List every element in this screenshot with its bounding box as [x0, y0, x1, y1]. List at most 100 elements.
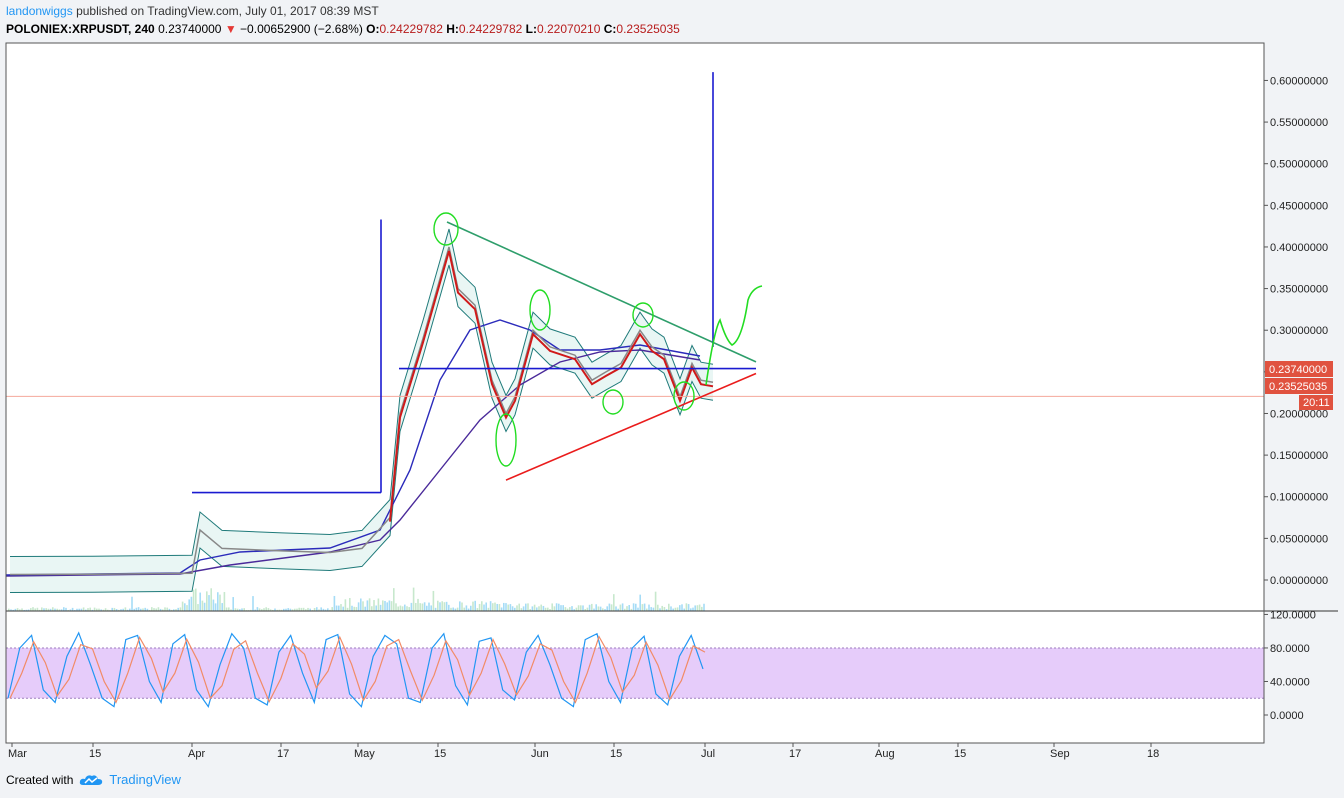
price-axis[interactable]: 0.60000000 0.55000000 0.50000000 0.45000000…	[1264, 75, 1328, 722]
volume-bar	[93, 607, 96, 611]
volume-bar	[569, 607, 571, 611]
circle-annotation[interactable]	[433, 212, 459, 246]
volume-bar	[199, 592, 201, 611]
volume-bar	[397, 606, 399, 611]
circle-annotation[interactable]	[602, 389, 624, 415]
volume-bar	[10, 609, 12, 611]
volume-bar	[87, 608, 89, 611]
volume-bar	[250, 609, 252, 611]
volume-bar	[549, 609, 551, 611]
volume-bar	[16, 608, 19, 611]
volume-bar	[166, 607, 168, 611]
oscillator-tick-label: 40.0000	[1270, 676, 1310, 688]
volume-bar	[239, 609, 241, 611]
volume-bar	[96, 608, 98, 611]
close-label: C:	[603, 22, 617, 36]
volume-bar	[421, 603, 424, 611]
volume-bar	[406, 606, 408, 611]
volume-bar	[674, 607, 677, 611]
volume-bar	[151, 607, 153, 611]
volume-bar	[137, 607, 140, 611]
projection-curve[interactable]	[705, 285, 763, 386]
volume-bar	[274, 608, 276, 611]
volume-bar	[38, 609, 41, 611]
volume-bar	[498, 604, 501, 611]
volume-bar	[192, 589, 195, 611]
price-marker-text: 0.23740000	[1269, 364, 1327, 376]
volume-bar	[107, 609, 109, 611]
volume-bar	[217, 592, 219, 611]
volume-bar	[201, 600, 204, 611]
volume-bar	[32, 607, 34, 611]
volume-bar	[388, 600, 391, 611]
volume-bar	[428, 602, 430, 611]
volume-bar	[256, 607, 259, 611]
volume-bar	[584, 609, 586, 611]
circle-annotation[interactable]	[673, 381, 695, 411]
price-marker	[1265, 361, 1333, 377]
volume-bar	[23, 609, 25, 611]
volume-bar	[551, 603, 553, 611]
price-tick-label: 0.40000000	[1270, 242, 1328, 254]
time-tick-label: 15	[89, 748, 101, 760]
volume-bar	[628, 605, 630, 611]
countdown-text: 20:11	[1303, 397, 1330, 409]
volume-bar	[450, 607, 452, 611]
volume-bar	[531, 606, 534, 611]
volume-bar	[357, 602, 360, 611]
open-label: O:	[366, 22, 380, 36]
volume-bar	[353, 606, 355, 611]
trend-line[interactable]	[505, 372, 757, 481]
volume-bar	[621, 603, 624, 611]
time-tick-label: Apr	[188, 748, 205, 760]
volume-bar	[364, 606, 366, 611]
volume-bar	[665, 609, 668, 611]
volume-bar	[349, 598, 351, 611]
volume-bar	[300, 607, 303, 611]
volume-bar	[43, 608, 45, 611]
volume-bar	[610, 604, 613, 611]
open-value: 0.24229782	[379, 22, 443, 36]
volume-bar	[617, 608, 619, 611]
volume-bar	[65, 607, 67, 611]
time-axis[interactable]: Mar 15 Apr 17 May 15 Jun 15 Jul 17 Aug 15 Sep 18	[8, 743, 1159, 760]
stoch-k-line	[7, 631, 704, 708]
volume-bar	[228, 607, 230, 611]
oscillator-tick-label: 0.0000	[1270, 710, 1304, 722]
volume-bar	[608, 603, 611, 611]
volume-bar	[650, 607, 652, 611]
circle-annotation[interactable]	[529, 289, 551, 331]
price-tick-label: 0.35000000	[1270, 284, 1328, 296]
volume-bar	[652, 607, 655, 611]
volume-bar	[500, 607, 503, 611]
symbol-label[interactable]: POLONIEX:XRPUSDT, 240	[6, 22, 155, 36]
volume-bar	[602, 608, 604, 611]
time-tick-label: 15	[434, 748, 446, 760]
time-tick-label: 15	[610, 748, 622, 760]
tradingview-brand[interactable]: TradingView	[109, 772, 181, 787]
volume-bar	[555, 603, 558, 611]
volume-bar	[111, 607, 113, 611]
drawings[interactable]	[192, 72, 763, 494]
volume-bar	[113, 607, 116, 611]
circle-annotation[interactable]	[495, 413, 517, 467]
volume-bar	[564, 607, 567, 611]
volume-bar	[375, 605, 377, 611]
stoch-d-line	[9, 635, 706, 704]
volume-bar	[467, 608, 470, 611]
volume-bar	[230, 609, 232, 611]
volume-bar	[661, 605, 663, 611]
volume-bar	[214, 603, 217, 611]
oscillator-tick-label: 80.0000	[1270, 643, 1310, 655]
volume-bar	[30, 608, 32, 611]
volume-bar	[236, 608, 239, 611]
volume-bar	[472, 601, 474, 611]
publisher-link[interactable]: landonwiggs	[6, 4, 73, 18]
volume-bar	[681, 604, 683, 611]
circle-annotation[interactable]	[632, 302, 654, 328]
price-tick-label: 0.05000000	[1270, 533, 1328, 545]
volume-bar	[327, 608, 329, 611]
trend-line[interactable]	[446, 221, 757, 363]
time-tick-label: 18	[1147, 748, 1159, 760]
